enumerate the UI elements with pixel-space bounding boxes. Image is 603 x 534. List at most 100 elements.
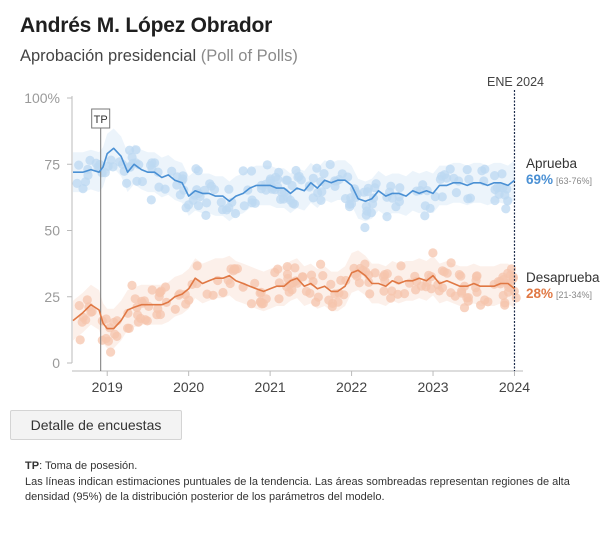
disapprove-poll-dot bbox=[386, 293, 396, 303]
approve-poll-dot bbox=[464, 174, 474, 184]
disapprove-poll-dot bbox=[316, 259, 326, 269]
chart-axes: 0 25 50 75 100% 2019 2020 2021 2022 2023 2024 ENE 2… bbox=[24, 75, 544, 395]
approve-poll-dot bbox=[296, 175, 306, 185]
approve-poll-dot bbox=[282, 175, 292, 185]
approve-poll-dot bbox=[437, 192, 447, 202]
approve-poll-dot bbox=[420, 201, 430, 211]
page-subtitle: Aprobación presidencial (Poll of Polls) bbox=[20, 47, 298, 66]
disapprove-poll-dot bbox=[105, 323, 115, 333]
approve-poll-dot bbox=[371, 179, 381, 189]
approve-poll-dot bbox=[462, 165, 472, 175]
approve-poll-dot bbox=[500, 190, 510, 200]
approve-poll-dot bbox=[230, 208, 241, 219]
approve-poll-dot bbox=[146, 195, 156, 205]
approve-poll-dot bbox=[490, 195, 500, 206]
disapprove-poll-dot bbox=[106, 347, 116, 357]
disapprove-poll-dot bbox=[446, 258, 456, 268]
approval-chart: 0 25 50 75 100% 2019 2020 2021 2022 2023 2024 ENE 2… bbox=[24, 75, 600, 395]
approve-poll-dot bbox=[147, 158, 157, 168]
disapprove-poll-dot bbox=[155, 288, 165, 298]
approve-poll-dot bbox=[497, 169, 507, 179]
approve-poll-dot bbox=[247, 195, 257, 205]
disapprove-poll-dot bbox=[274, 294, 284, 304]
approve-poll-dot bbox=[394, 197, 404, 207]
approve-poll-dot bbox=[239, 201, 249, 211]
disapprove-poll-dot bbox=[250, 278, 260, 288]
approve-poll-dot bbox=[222, 205, 232, 215]
disapprove-poll-dot bbox=[305, 288, 315, 298]
tp-label: TP bbox=[94, 114, 108, 126]
poll-details-button[interactable]: Detalle de encuestas bbox=[10, 410, 182, 440]
x-tick-label: 2022 bbox=[336, 379, 367, 395]
disapprove-poll-dot bbox=[393, 289, 403, 299]
approve-poll-dot bbox=[304, 182, 314, 192]
disapprove-poll-dot bbox=[74, 301, 84, 311]
disapprove-poll-dot bbox=[396, 261, 406, 271]
approve-poll-dot bbox=[501, 204, 511, 214]
disapprove-poll-dot bbox=[339, 290, 349, 300]
approve-poll-dot bbox=[442, 173, 452, 183]
disapprove-poll-dot bbox=[426, 284, 436, 294]
disapprove-poll-dot bbox=[270, 267, 280, 278]
approve-poll-dot bbox=[345, 202, 355, 212]
disapprove-poll-dot bbox=[232, 264, 242, 274]
approve-final-value: 69% bbox=[526, 172, 553, 187]
approve-poll-dot bbox=[285, 195, 295, 205]
subtitle-source: (Poll of Polls) bbox=[200, 47, 298, 65]
approve-poll-dot bbox=[160, 184, 170, 194]
disapprove-poll-dot bbox=[282, 262, 292, 272]
approve-poll-dot bbox=[445, 164, 455, 174]
approve-poll-dot bbox=[490, 184, 500, 195]
approve-poll-dot bbox=[153, 167, 163, 177]
approve-poll-dot bbox=[317, 187, 327, 197]
note-method: Las líneas indican estimaciones puntuale… bbox=[25, 475, 570, 504]
disapprove-poll-dot bbox=[213, 275, 223, 286]
disapprove-poll-dot bbox=[324, 295, 334, 305]
y-tick-label: 75 bbox=[44, 156, 60, 172]
disapprove-poll-dot bbox=[311, 297, 321, 307]
disapprove-poll-dot bbox=[127, 280, 137, 290]
disapprove-poll-dot bbox=[153, 304, 163, 314]
disapprove-poll-dot bbox=[306, 270, 317, 280]
approve-poll-dot bbox=[103, 161, 113, 171]
disapprove-poll-dot bbox=[170, 304, 180, 314]
approve-poll-dot bbox=[308, 173, 318, 183]
disapprove-poll-dot bbox=[82, 295, 92, 305]
approve-poll-dot bbox=[83, 170, 93, 180]
approve-poll-dot bbox=[420, 211, 430, 221]
disapprove-poll-dot bbox=[123, 323, 133, 333]
disapprove-poll-dot bbox=[184, 295, 194, 305]
disapprove-poll-dot bbox=[370, 268, 380, 278]
approve-final-range: [63-76%] bbox=[556, 176, 592, 186]
disapprove-poll-dot bbox=[472, 271, 482, 281]
approve-poll-dot bbox=[181, 203, 191, 213]
disapprove-poll-dot bbox=[112, 331, 122, 341]
disapprove-poll-dot bbox=[283, 273, 293, 284]
approve-poll-dot bbox=[178, 174, 188, 184]
disapprove-poll-dot bbox=[130, 294, 140, 304]
approve-poll-dot bbox=[172, 180, 182, 190]
approve-poll-dot bbox=[366, 208, 376, 218]
approve-poll-dot bbox=[238, 166, 248, 176]
x-tick-label: 2021 bbox=[255, 379, 286, 395]
approve-value-label: 69% [63-76%] bbox=[526, 172, 592, 187]
disapprove-poll-dot bbox=[144, 301, 154, 311]
disapprove-poll-dot bbox=[123, 308, 133, 318]
approve-poll-dot bbox=[382, 212, 392, 222]
approve-poll-dot bbox=[308, 193, 318, 203]
approve-poll-dot bbox=[316, 195, 326, 205]
disapprove-poll-dot bbox=[506, 264, 517, 274]
disapprove-poll-dot bbox=[416, 281, 426, 291]
y-tick-label: 100% bbox=[24, 90, 60, 106]
approve-poll-dot bbox=[368, 193, 379, 203]
disapprove-poll-dot bbox=[246, 299, 257, 309]
disapprove-label: Desaprueba bbox=[526, 270, 600, 285]
approve-poll-dot bbox=[246, 166, 257, 176]
date-marker-label: ENE 2024 bbox=[487, 75, 544, 89]
poll-dots bbox=[72, 145, 521, 357]
approve-poll-dot bbox=[125, 162, 135, 172]
disapprove-poll-dot bbox=[365, 289, 375, 299]
disapprove-poll-dot bbox=[437, 266, 447, 276]
disapprove-poll-dot bbox=[508, 272, 518, 282]
